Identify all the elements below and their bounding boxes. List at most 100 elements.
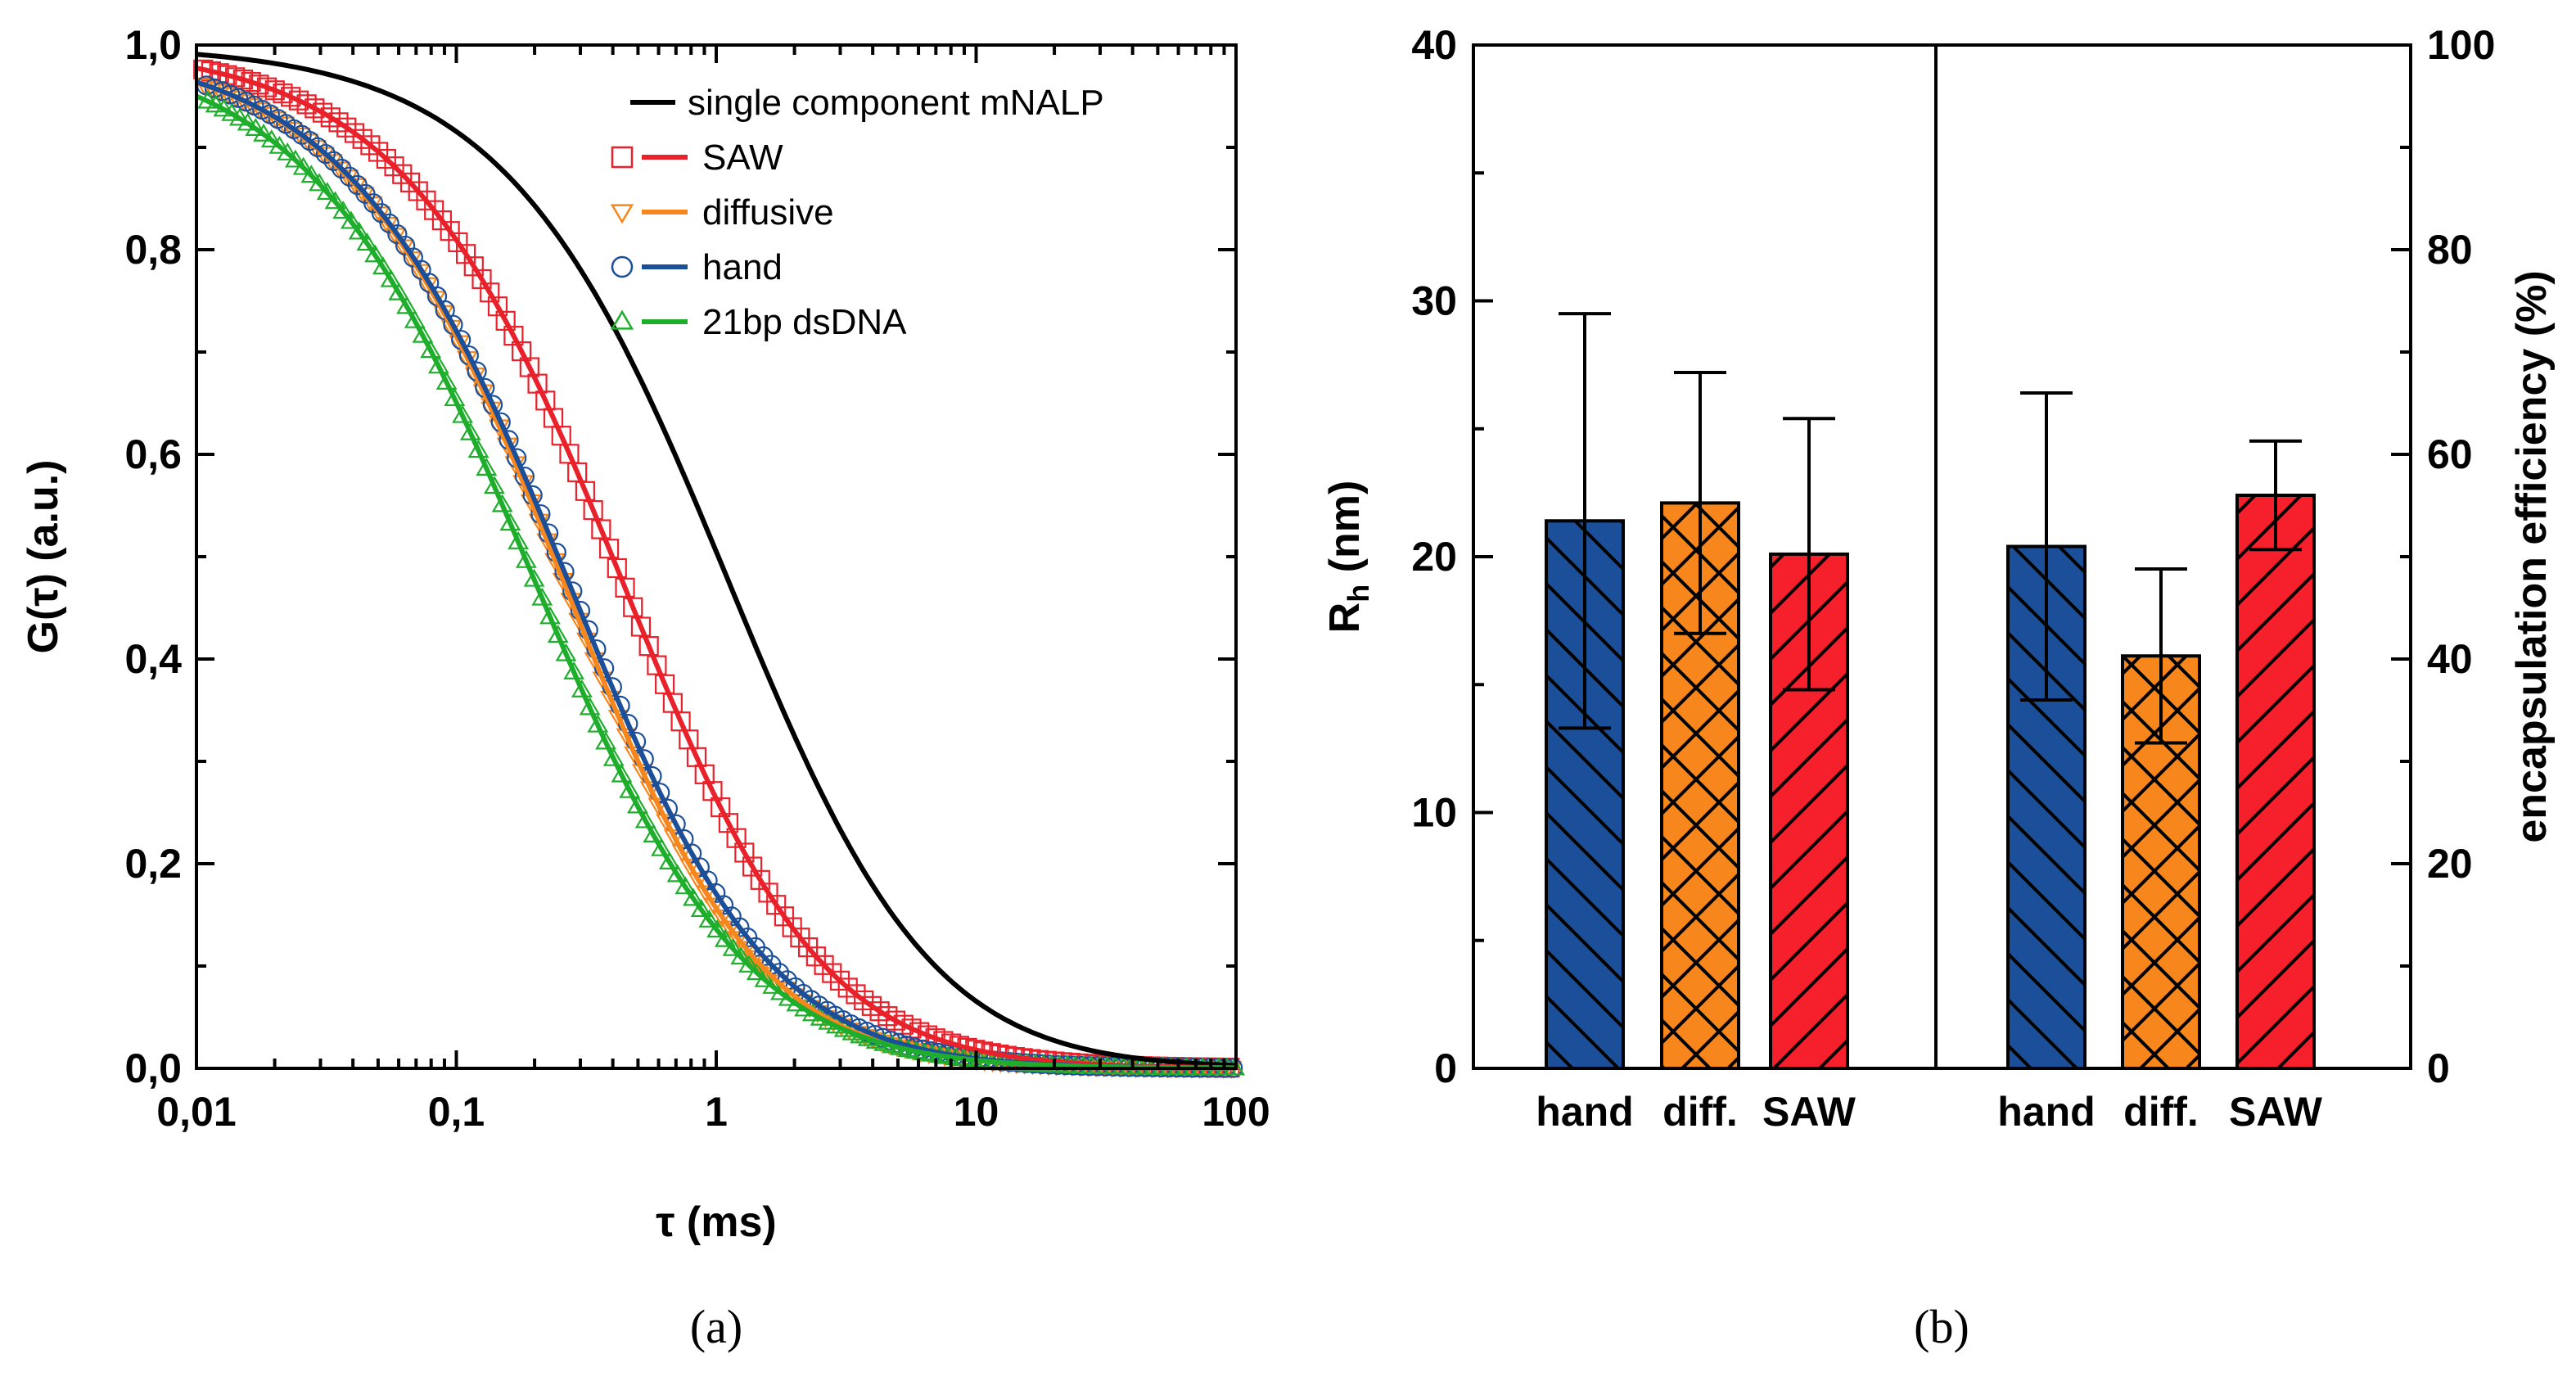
a-data-point [288,90,309,111]
a-data-point [702,781,723,801]
b-left-tick-label: 10 [1411,790,1457,836]
a-legend-entry: diffusive [610,192,834,233]
a-data-point [444,388,466,407]
a-data-point [412,324,434,343]
b-right-tick-label: 0 [2427,1045,2450,1091]
b-right-tick-label: 20 [2427,841,2473,887]
a-data-point [679,858,702,877]
a-data-point [480,282,500,303]
a-data-point [893,1014,914,1035]
a-data-point [495,310,516,331]
a-data-point [431,210,453,231]
a-data-point [598,539,620,559]
a-data-point [348,221,370,240]
a-data-point [726,828,747,848]
b-category-label: diff. [2123,1089,2199,1135]
a-data-point [459,422,481,440]
a-x-tick-label: 0,01 [156,1089,236,1135]
a-y-tick-label: 0,0 [124,1045,182,1091]
a-data-point [484,476,505,494]
a-series-line-1 [196,65,1236,1071]
a-data-point [448,232,468,253]
a-ticks: 0,01 0,1 1 10 100 0,0 0,2 0,4 0,6 0,8 1,0 [124,22,1270,1135]
a-x-tick-label: 10 [954,1089,999,1135]
a-y-tick-label: 0,4 [124,636,182,682]
b-bar-hatch [2235,494,2316,1070]
a-data-point [332,201,354,219]
a-data-point [404,309,426,328]
b-left-tick-label: 30 [1411,278,1457,324]
a-data-point [368,142,389,162]
a-data-point [630,616,652,637]
a-data-point [372,256,394,275]
a-data-point [281,87,301,107]
a-data-point [249,74,269,95]
a-y-tick-label: 1,0 [124,22,182,68]
a-y-axis-label: G(τ) (a.u.) [20,460,67,654]
a-data-point [742,856,763,877]
a-legend-entry: single component mNALP [630,83,1104,123]
a-x-tick-label: 1 [705,1089,728,1135]
a-data-point [571,679,593,698]
b-left-tick-label: 20 [1411,534,1457,580]
a-data-point [774,906,795,927]
a-data-point [435,371,458,390]
a-panel-label: (a) [690,1300,742,1353]
b-right-tick-label: 60 [2427,431,2473,477]
a-data-point [743,950,765,968]
a-data-point [758,883,778,903]
b-category-label: hand [1997,1089,2095,1135]
b-bar-group: hand [1536,312,1634,1135]
a-legend-marker [610,204,634,224]
a-data-point [356,233,378,251]
a-data-point [487,296,508,317]
a-x-axis-label: τ (ms) [656,1199,776,1246]
a-legend: single component mNALP SAW diffusive hand 21… [610,83,1104,342]
a-data-point [555,643,577,661]
a-data-point [512,341,532,362]
b-right-tick-label: 40 [2427,636,2473,682]
a-data-point [674,876,697,895]
a-data-point [619,779,641,798]
a-data-point [837,977,858,998]
b-bars: hand diff. SAW hand diff. SAW [1536,312,2323,1135]
b-bar-group: SAW [2229,439,2323,1135]
a-data-point [595,731,616,750]
a-data-point [547,625,569,643]
a-data-point [575,481,596,501]
b-bar-group: hand [1997,391,2096,1135]
a-data-point [615,577,635,598]
a-data-point [666,864,688,883]
a-data-point [846,984,866,1005]
a-data-point [750,869,770,890]
a-data-point [694,764,715,784]
a-data-point [718,813,739,833]
a-data-point [587,714,609,733]
a-data-point [861,996,882,1016]
a-data-point [734,842,755,863]
a-data-point [424,200,444,220]
a-data-point [384,156,404,177]
b-category-label: SAW [2229,1089,2323,1135]
a-data-point [527,373,548,394]
a-legend-entry: SAW [611,138,783,178]
a-data-point [232,70,253,90]
a-data-point [380,269,402,287]
a-data-point [523,568,545,587]
a-markers-4 [197,90,1246,1076]
a-legend-label: SAW [702,138,783,178]
b-right-tick-label: 80 [2427,227,2473,273]
a-data-point [476,458,498,476]
a-data-point [639,781,661,800]
a-data-point [463,256,484,277]
a-data-point [455,244,476,264]
a-data-point [782,917,802,937]
a-legend-entry: 21bp dsDNA [610,302,907,342]
a-data-point [623,597,643,617]
a-data-point [583,499,603,521]
b-right-tick-label: 100 [2427,22,2495,68]
a-data-point [683,887,704,906]
rh-main: R [1321,603,1369,634]
b-ticks: 0 10 20 30 40 0 20 40 60 80 100 [1411,22,2495,1091]
a-data-point [643,824,665,842]
